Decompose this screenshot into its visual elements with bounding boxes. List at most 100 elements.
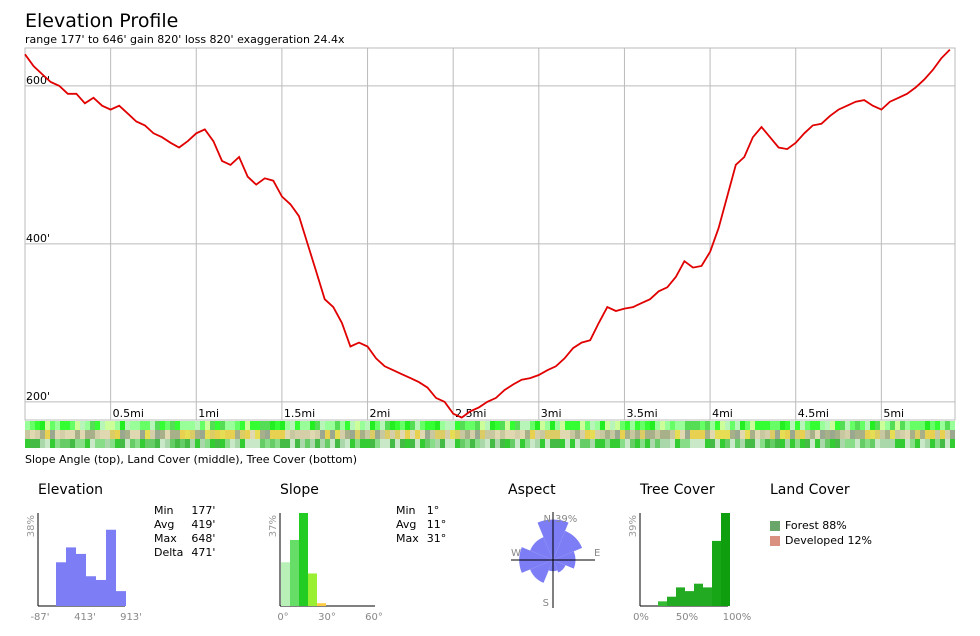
slope-band-cell (920, 421, 925, 430)
land-cover-band-cell (180, 430, 185, 439)
legend-item-forest: Forest 88% (770, 518, 872, 533)
slope-band-cell (95, 421, 100, 430)
land-cover-band-cell (290, 430, 295, 439)
land-cover-band-cell (655, 430, 660, 439)
stat-value: 177' (191, 504, 216, 517)
slope-band-cell (375, 421, 380, 430)
tree-cover-band-cell (225, 439, 230, 448)
slope-band-cell (50, 421, 55, 430)
land-cover-band-cell (185, 430, 190, 439)
slope-band-cell (345, 421, 350, 430)
slope-band-cell (895, 421, 900, 430)
aspect-rose: N 39% E S W (511, 512, 600, 609)
tree-cover-band-cell (370, 439, 375, 448)
land-cover-band-cell (730, 430, 735, 439)
slope-band-cell (675, 421, 680, 430)
x-tick-label: 1.5mi (284, 407, 315, 420)
hist-y-max-label: 39% (628, 515, 639, 537)
hist-bar (96, 579, 106, 606)
tree-cover-band-cell (220, 439, 225, 448)
land-cover-band-cell (100, 430, 105, 439)
slope-band-cell (495, 421, 500, 430)
slope-band-cell (515, 421, 520, 430)
slope-band-cell (430, 421, 435, 430)
slope-band-cell (410, 421, 415, 430)
tree-cover-band-cell (720, 439, 725, 448)
stat-label: Delta (154, 546, 184, 559)
tree-cover-band-cell (45, 439, 50, 448)
tree-cover-band-cell (135, 439, 140, 448)
stat-label: Max (154, 532, 177, 545)
stat-label: Min (396, 504, 416, 517)
elevation-histogram: 38% -87' 413' 913' (26, 513, 142, 623)
slope-band-cell (270, 421, 275, 430)
tree-cover-band-cell (340, 439, 345, 448)
land-cover-band-cell (485, 430, 490, 439)
tree-cover-band-cell (190, 439, 195, 448)
land-cover-band-cell (335, 430, 340, 439)
tree-cover-band-cell (705, 439, 710, 448)
tree-cover-band-cell (475, 439, 480, 448)
hist-bar (56, 562, 66, 606)
slope-band-cell (740, 421, 745, 430)
slope-band-cell (130, 421, 135, 430)
land-cover-band-cell (125, 430, 130, 439)
slope-band-cell (605, 421, 610, 430)
slope-band-cell (360, 421, 365, 430)
slope-band-cell (630, 421, 635, 430)
slope-band-cell (815, 421, 820, 430)
slope-band-cell (640, 421, 645, 430)
tree-cover-band-cell (570, 439, 575, 448)
land-cover-band-cell (835, 430, 840, 439)
slope-band-cell (35, 421, 40, 430)
tree-cover-band-cell (800, 439, 805, 448)
tree-cover-band-cell (365, 439, 370, 448)
tree-cover-band-cell (480, 439, 485, 448)
tree-cover-band-cell (615, 439, 620, 448)
aspect-title: Aspect (508, 482, 556, 498)
land-cover-band-cell (775, 430, 780, 439)
y-tick-label: 400' (26, 232, 50, 245)
hist-x-tick-label: -87' (30, 612, 49, 623)
land-cover-band-cell (570, 430, 575, 439)
land-cover-band-cell (910, 430, 915, 439)
tree-cover-band-cell (875, 439, 880, 448)
tree-cover-band-cell (460, 439, 465, 448)
slope-band-cell (285, 421, 290, 430)
land-cover-band-cell (50, 430, 55, 439)
slope-band-cell (805, 421, 810, 430)
land-cover-band-cell (305, 430, 310, 439)
hist-bar (667, 596, 676, 606)
tree-cover-band-cell (695, 439, 700, 448)
land-cover-band-cell (875, 430, 880, 439)
hist-bar (86, 576, 96, 606)
tree-cover-band-cell (865, 439, 870, 448)
slope-band-cell (310, 421, 315, 430)
tree-cover-band-cell (750, 439, 755, 448)
slope-band-cell (220, 421, 225, 430)
hist-bar (703, 587, 712, 606)
tree-cover-band-cell (910, 439, 915, 448)
land-cover-band-cell (670, 430, 675, 439)
slope-band-cell (615, 421, 620, 430)
tree-cover-band-cell (265, 439, 270, 448)
tree-cover-band-cell (635, 439, 640, 448)
land-cover-band-cell (200, 430, 205, 439)
land-cover-band-cell (435, 430, 440, 439)
tree-cover-band-cell (545, 439, 550, 448)
land-cover-band-cell (165, 430, 170, 439)
tree-cover-band-cell (380, 439, 385, 448)
slope-band-cell (915, 421, 920, 430)
land-cover-band-cell (625, 430, 630, 439)
slope-band-cell (635, 421, 640, 430)
slope-band-cell (395, 421, 400, 430)
slope-band-cell (710, 421, 715, 430)
land-cover-band-cell (420, 430, 425, 439)
slope-band-cell (580, 421, 585, 430)
tree-cover-band-cell (915, 439, 920, 448)
slope-band-cell (885, 421, 890, 430)
slope-band-cell (600, 421, 605, 430)
tree-cover-band-cell (385, 439, 390, 448)
tree-cover-band-cell (840, 439, 845, 448)
attribute-bands (25, 421, 955, 448)
